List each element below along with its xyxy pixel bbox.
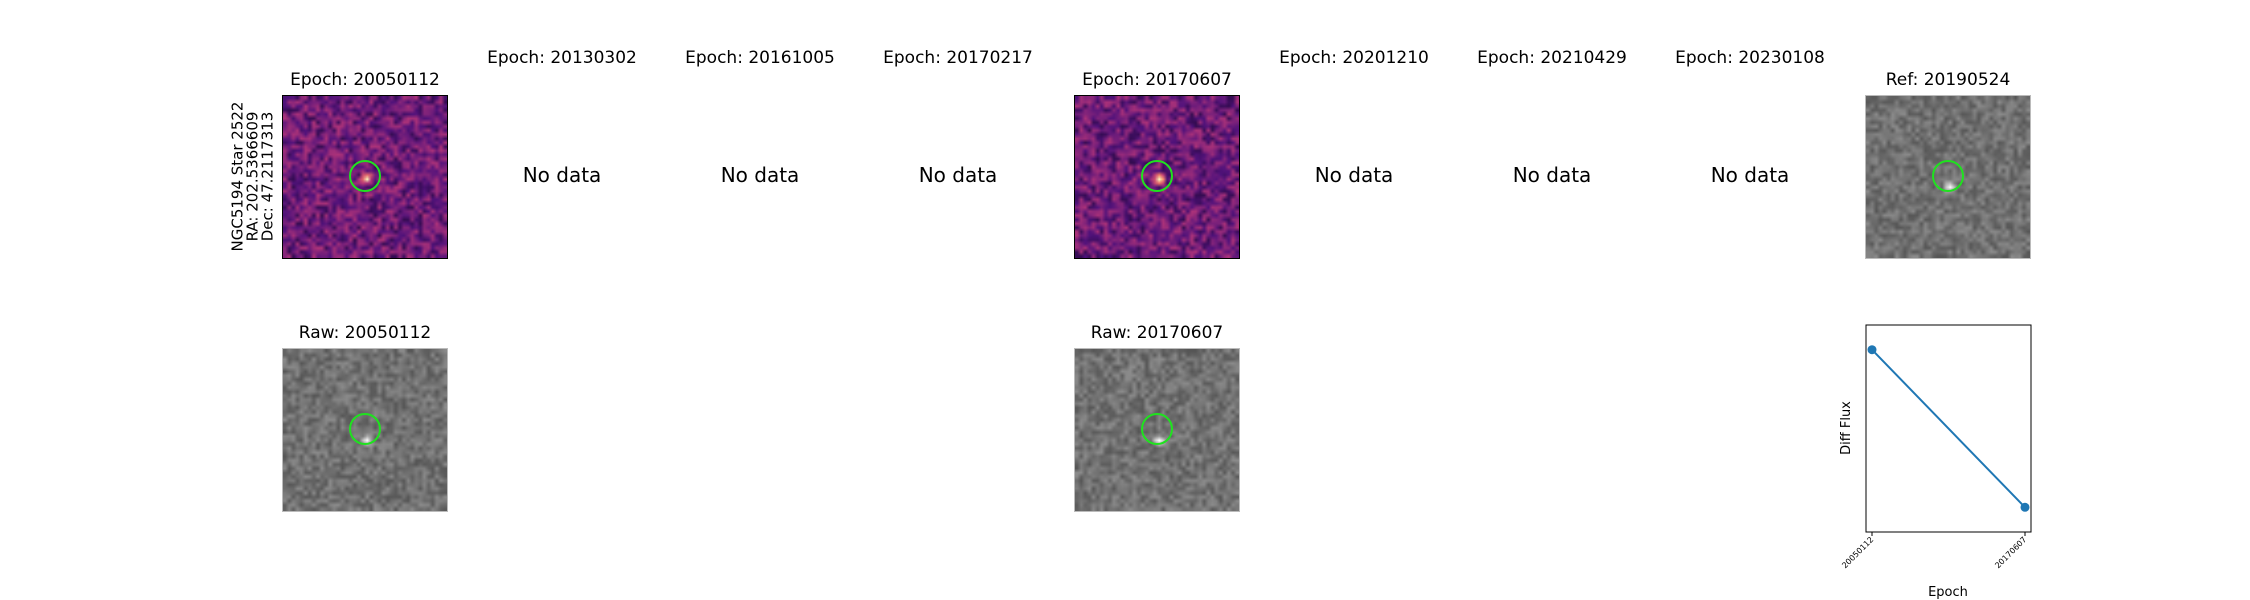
epoch-title-8: Epoch: 20230108 [1675,48,1825,68]
raw-title-20170607: Raw: 20170607 [1090,323,1224,343]
target-circle [349,413,381,445]
no-data-20130302: No data [522,163,602,187]
y-axis-label: Diff Flux [1839,401,1854,455]
no-data-20230108: No data [1710,163,1790,187]
no-data-20210429: No data [1512,163,1592,187]
diff-image-20050112 [282,95,448,259]
no-data-20161005: No data [720,163,800,187]
data-point [1867,345,1877,355]
series-line [1871,349,2026,508]
epoch-title-5: Epoch: 20170607 [1082,70,1232,90]
diff-flux-light-curve: 20050112 20170607 Epoch Diff Flux [1839,324,2032,600]
epoch-title-1: Epoch: 20050112 [290,70,440,90]
reference-image [1865,95,2031,259]
raw-image-20050112 [282,348,448,512]
epoch-title-6: Epoch: 20201210 [1279,48,1429,68]
star-dec: Dec: 47.2117313 [258,111,277,241]
no-data-20170217: No data [918,163,998,187]
raw-title-20050112: Raw: 20050112 [298,323,432,343]
epoch-title-4: Epoch: 20170217 [883,48,1033,68]
target-circle [349,160,381,192]
data-point [2020,502,2030,512]
x-axis-label: Epoch [1928,585,1968,600]
plot-marks: 20050112 20170607 [1840,345,2030,570]
target-circle [1141,160,1173,192]
star-info-label: NGC5194 Star 2522 RA: 202.5366609 Dec: 4… [224,101,282,251]
epoch-title-2: Epoch: 20130302 [487,48,637,68]
epoch-title-3: Epoch: 20161005 [685,48,835,68]
diff-image-20170607 [1074,95,1240,259]
no-data-20201210: No data [1314,163,1394,187]
epoch-title-7: Epoch: 20210429 [1477,48,1627,68]
x-tick-label: 20170607 [1993,535,2028,570]
target-circle [1932,160,1964,192]
x-tick-label: 20050112 [1840,535,1875,570]
ref-title: Ref: 20190524 [1885,70,2011,90]
raw-image-20170607 [1074,348,1240,512]
plot-frame [1865,324,2032,533]
target-circle [1141,413,1173,445]
